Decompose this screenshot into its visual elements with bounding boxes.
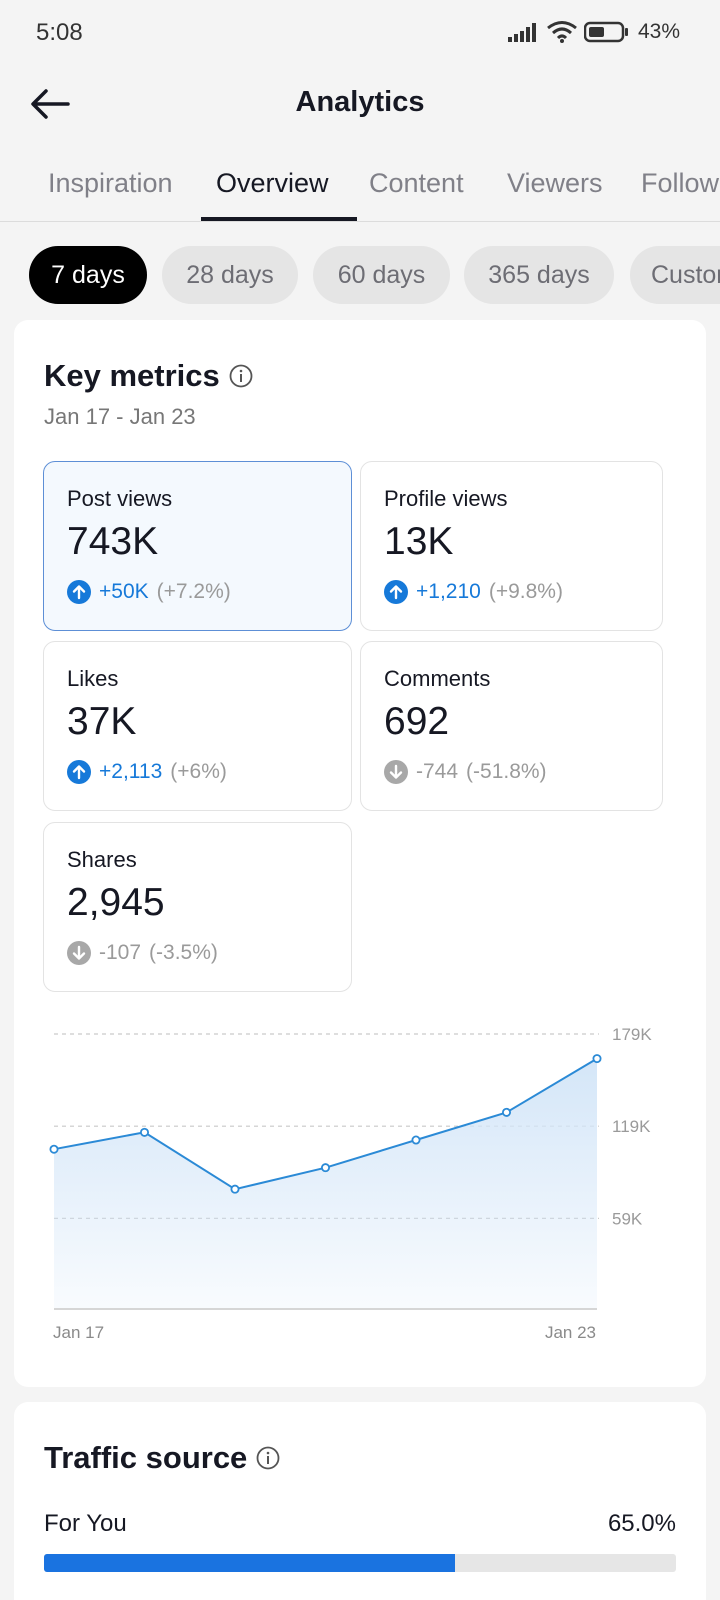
y-tick-label: 119K [612, 1117, 651, 1136]
traffic-source-heading: Traffic source [44, 1440, 248, 1475]
delta-value: +1,210 [416, 580, 481, 603]
delta-value: +2,113 [99, 760, 163, 783]
arrow-up-circle-icon [67, 760, 91, 784]
delta-value: -744 [416, 760, 459, 783]
y-tick-label: 59K [612, 1209, 643, 1228]
metric-label: Shares [67, 847, 137, 872]
range-365-days[interactable]: 365 days [464, 246, 614, 304]
delta-value: +50K [99, 580, 149, 603]
back-button[interactable] [28, 82, 72, 126]
tab-content[interactable]: Content [369, 168, 464, 198]
x-tick-end: Jan 23 [545, 1323, 596, 1342]
status-time: 5:08 [36, 19, 83, 46]
metric-label: Likes [67, 666, 119, 691]
info-icon[interactable] [228, 363, 254, 389]
metric-shares[interactable]: Shares 2,945 -107 (-3.5%) [43, 822, 352, 992]
metric-delta: +2,113 (+6%) [67, 760, 227, 784]
chart-point[interactable] [230, 1184, 240, 1194]
metric-value: 2,945 [67, 881, 165, 924]
chart-point[interactable] [592, 1054, 602, 1064]
chart-point[interactable] [411, 1135, 421, 1145]
tab-inspiration[interactable]: Inspiration [48, 168, 173, 198]
traffic-progress-fill [44, 1554, 455, 1572]
back-arrow-icon [31, 89, 70, 119]
y-tick-label: 179K [612, 1025, 652, 1044]
date-range: Jan 17 - Jan 23 [44, 404, 196, 429]
tab-overview[interactable]: Overview [216, 168, 329, 198]
metric-label: Profile views [384, 486, 508, 511]
chart-area-fill [54, 1058, 597, 1309]
traffic-row-for-you: For You 65.0% [44, 1510, 676, 1538]
tab-viewers[interactable]: Viewers [507, 168, 603, 198]
info-icon[interactable] [255, 1445, 281, 1471]
metric-post-views[interactable]: Post views 743K +50K (+7.2%) [43, 461, 352, 631]
active-tab-indicator [201, 217, 357, 221]
tab-followers[interactable]: Followers [641, 168, 720, 198]
metric-value: 692 [384, 700, 450, 743]
traffic-progress-bar [44, 1554, 676, 1572]
status-icons: 43% [507, 20, 680, 44]
metric-value: 13K [384, 520, 454, 563]
metric-delta: +50K (+7.2%) [67, 580, 231, 604]
metric-value: 743K [67, 520, 159, 563]
range-28-days[interactable]: 28 days [162, 246, 298, 304]
key-metrics-title: Key metrics [44, 358, 254, 394]
chart-point[interactable] [49, 1144, 59, 1154]
battery-percent: 43% [637, 20, 680, 43]
page-title: Analytics [295, 86, 425, 118]
arrow-up-circle-icon [67, 580, 91, 604]
metric-comments[interactable]: Comments 692 -744 (-51.8%) [360, 641, 663, 811]
arrow-down-circle-icon [67, 941, 91, 965]
metric-profile-views[interactable]: Profile views 13K +1,210 (+9.8%) [360, 461, 663, 631]
key-metrics-heading: Key metrics [44, 358, 220, 393]
status-bar: 5:08 43% [0, 0, 720, 66]
key-metrics-card: Key metrics Jan 17 - Jan 23 Post views 7… [14, 320, 706, 1387]
range-custom[interactable]: Custom [630, 246, 720, 304]
traffic-source-title: Traffic source [44, 1440, 281, 1476]
traffic-value: 65.0% [607, 1510, 676, 1537]
wifi-icon [547, 21, 577, 43]
chart-point[interactable] [320, 1163, 330, 1173]
delta-percent: (+9.8%) [488, 580, 563, 603]
arrow-down-circle-icon [384, 760, 408, 784]
arrow-up-circle-icon [384, 580, 408, 604]
metric-delta: -744 (-51.8%) [384, 760, 547, 784]
delta-value: -107 [99, 941, 142, 964]
signal-icon [507, 23, 536, 42]
delta-percent: (+6%) [170, 760, 227, 783]
metric-delta: -107 (-3.5%) [67, 941, 218, 965]
post-views-chart: 179K 119K 59K Jan 17 Jan 23 [49, 1025, 652, 1342]
metric-label: Comments [384, 666, 491, 691]
app-header: Analytics [0, 66, 720, 140]
metric-label: Post views [67, 486, 173, 511]
metric-delta: +1,210 (+9.8%) [384, 580, 563, 604]
delta-percent: (-51.8%) [466, 760, 547, 783]
delta-percent: (-3.5%) [149, 941, 218, 964]
metric-value: 37K [67, 700, 137, 743]
range-7-days[interactable]: 7 days [29, 246, 147, 304]
range-chips: 7 days 28 days 60 days 365 days Custom [0, 246, 720, 304]
range-60-days[interactable]: 60 days [313, 246, 450, 304]
traffic-label: For You [44, 1510, 127, 1537]
metric-likes[interactable]: Likes 37K +2,113 (+6%) [43, 641, 352, 811]
traffic-source-card: Traffic source For You 65.0% [14, 1402, 706, 1600]
battery-icon [583, 21, 628, 43]
chart-point[interactable] [501, 1107, 511, 1117]
chart-point[interactable] [140, 1127, 150, 1137]
delta-percent: (+7.2%) [156, 580, 231, 603]
tab-bar: Inspiration Overview Content Viewers Fol… [0, 160, 720, 222]
x-tick-start: Jan 17 [53, 1323, 104, 1342]
